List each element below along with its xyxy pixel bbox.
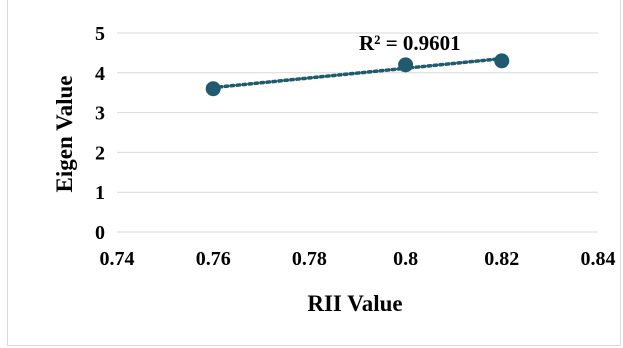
linear-trendline <box>211 56 504 90</box>
trendline-group <box>211 56 504 90</box>
data-point <box>398 57 414 73</box>
x-tick-label: 0.74 <box>100 248 135 270</box>
y-tick-label: 1 <box>95 182 105 204</box>
gridlines <box>117 32 598 233</box>
r-squared-annotation: R² = 0.9601 <box>359 31 461 55</box>
data-point <box>494 53 510 69</box>
data-points <box>205 53 510 97</box>
x-tick-label: 0.76 <box>196 248 231 270</box>
x-tick-label: 0.82 <box>484 248 519 270</box>
y-tick-label: 3 <box>95 103 105 125</box>
chart-frame <box>7 0 621 346</box>
y-tick-label: 2 <box>95 142 105 164</box>
x-tick-label: 0.78 <box>292 248 327 270</box>
y-tick-labels: 0 1 2 3 4 5 <box>95 23 105 244</box>
data-point <box>205 81 221 97</box>
y-axis-label: Eigen Value <box>52 76 77 193</box>
x-tick-label: 0.8 <box>393 248 418 270</box>
x-tick-label: 0.84 <box>581 248 616 270</box>
y-tick-label: 0 <box>95 222 105 244</box>
x-axis-label: RII Value <box>307 291 402 316</box>
x-tick-labels: 0.74 0.76 0.78 0.8 0.82 0.84 <box>100 248 616 270</box>
y-tick-label: 4 <box>95 63 105 85</box>
y-tick-label: 5 <box>95 23 105 45</box>
